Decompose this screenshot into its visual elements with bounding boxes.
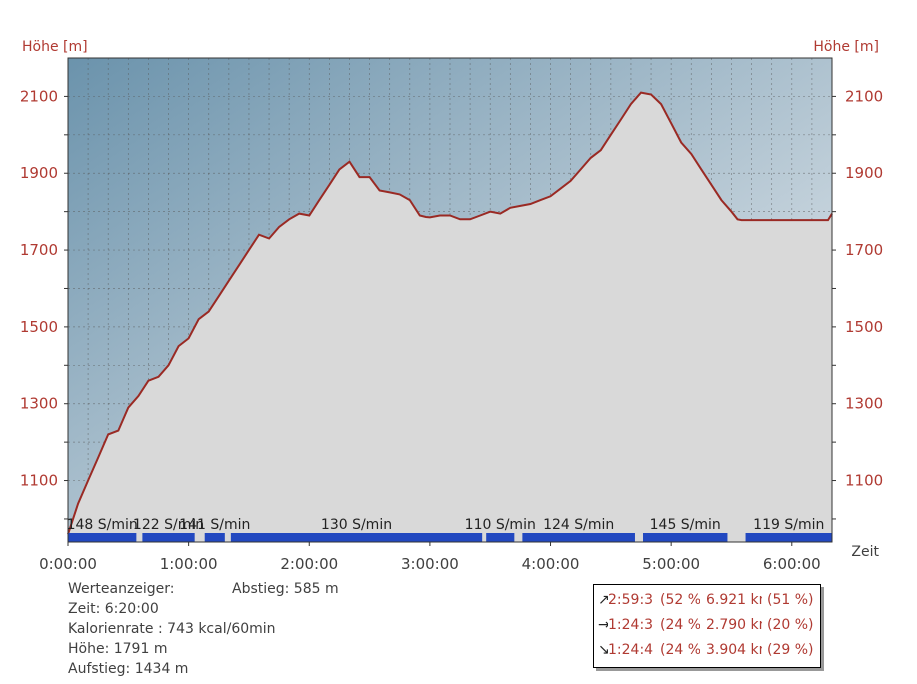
y-tick-label-left: 1700 (20, 241, 58, 259)
y-axis-label-right: Höhe [m] (813, 39, 879, 55)
cadence-label: 141 S/min (179, 517, 250, 533)
ascent-distance-percent: (51 %) (767, 592, 814, 608)
cadence-label: 124 S/min (543, 517, 614, 533)
plot-frame (67, 57, 833, 543)
cadence-label: 148 S/min (67, 517, 138, 533)
descent-value: Abstieg: 585 m (232, 581, 339, 597)
stats-row-flat: → 1:24:3( (24 % 2.790 km (20 %) (594, 617, 820, 637)
cadence-segment (204, 533, 225, 542)
x-tick-label: 2:00:00 (280, 555, 338, 573)
flat-distance: 2.790 km (706, 617, 762, 633)
cadence-segment (522, 533, 635, 542)
down-arrow-icon: ↘ (598, 642, 608, 658)
x-axis: 0:00:00 1:00:00 2:00:00 3:00:00 4:00:00 5:00:… (39, 542, 821, 573)
cadence-segment (486, 533, 515, 542)
x-tick-label: 5:00:00 (642, 555, 700, 573)
flat-distance-percent: (20 %) (767, 617, 814, 633)
cadence-segment (68, 533, 137, 542)
y-axis-right: 1100 1300 1500 1700 1900 2100 (832, 87, 883, 520)
descent-distance: 3.904 km (706, 642, 762, 658)
y-axis-label-left: Höhe [m] (22, 39, 88, 55)
flat-time-percent: (24 % (660, 617, 700, 633)
y-tick-label-left: 1300 (20, 395, 58, 413)
cadence-label: 122 S/min (133, 517, 204, 533)
stats-row-ascent: ↗ 2:59:3( (52 % 6.921 km (51 %) (594, 592, 820, 612)
flat-time: 1:24:3( (608, 617, 654, 633)
y-tick-label-right: 2100 (845, 87, 883, 105)
y-tick-label-right: 1500 (845, 318, 883, 336)
y-tick-label-left: 1100 (20, 472, 58, 490)
x-axis-label: Zeit (851, 544, 879, 560)
cadence-label: 119 S/min (753, 517, 824, 533)
x-tick-label: 1:00:00 (160, 555, 218, 573)
cadence-segment (643, 533, 728, 542)
x-tick-label: 0:00:00 (39, 555, 97, 573)
y-tick-label-right: 1900 (845, 164, 883, 182)
y-tick-label-left: 1900 (20, 164, 58, 182)
ascent-time-percent: (52 % (660, 592, 700, 608)
y-tick-label-left: 1500 (20, 318, 58, 336)
elevation-area (68, 92, 832, 542)
up-arrow-icon: ↗ (598, 592, 608, 608)
cadence-segment (142, 533, 195, 542)
elevation-line (67, 91, 833, 535)
value-display-label: Werteanzeiger: (68, 581, 175, 597)
cadence-segment (745, 533, 832, 542)
cadence-segment (230, 533, 483, 542)
calorie-rate-value: Kalorienrate : 743 kcal/60min (68, 621, 276, 637)
stats-box: ↗ 2:59:3( (52 % 6.921 km (51 %) → 1:24:3… (593, 584, 821, 668)
ascent-value: Aufstieg: 1434 m (68, 661, 189, 677)
descent-distance-percent: (29 %) (767, 642, 814, 658)
descent-time: 1:24:4! (608, 642, 654, 658)
y-tick-label-right: 1700 (845, 241, 883, 259)
x-tick-label: 6:00:00 (763, 555, 821, 573)
cadence-label: 110 S/min (465, 517, 536, 533)
x-tick-label: 3:00:00 (401, 555, 459, 573)
flat-arrow-icon: → (598, 617, 608, 633)
ascent-distance: 6.921 km (706, 592, 762, 608)
descent-time-percent: (24 % (660, 642, 700, 658)
stats-row-descent: ↘ 1:24:4! (24 % 3.904 km (29 %) (594, 642, 820, 662)
altitude-value: Höhe: 1791 m (68, 641, 168, 657)
y-tick-label-right: 1300 (845, 395, 883, 413)
time-value: Zeit: 6:20:00 (68, 601, 159, 617)
x-tick-label: 4:00:00 (522, 555, 580, 573)
y-axis-left: 1100 1300 1500 1700 1900 2100 (20, 87, 68, 520)
y-tick-label-left: 2100 (20, 87, 58, 105)
y-tick-label-right: 1100 (845, 472, 883, 490)
cadence-label: 145 S/min (650, 517, 721, 533)
ascent-time: 2:59:3( (608, 592, 654, 608)
cadence-label: 130 S/min (321, 517, 392, 533)
